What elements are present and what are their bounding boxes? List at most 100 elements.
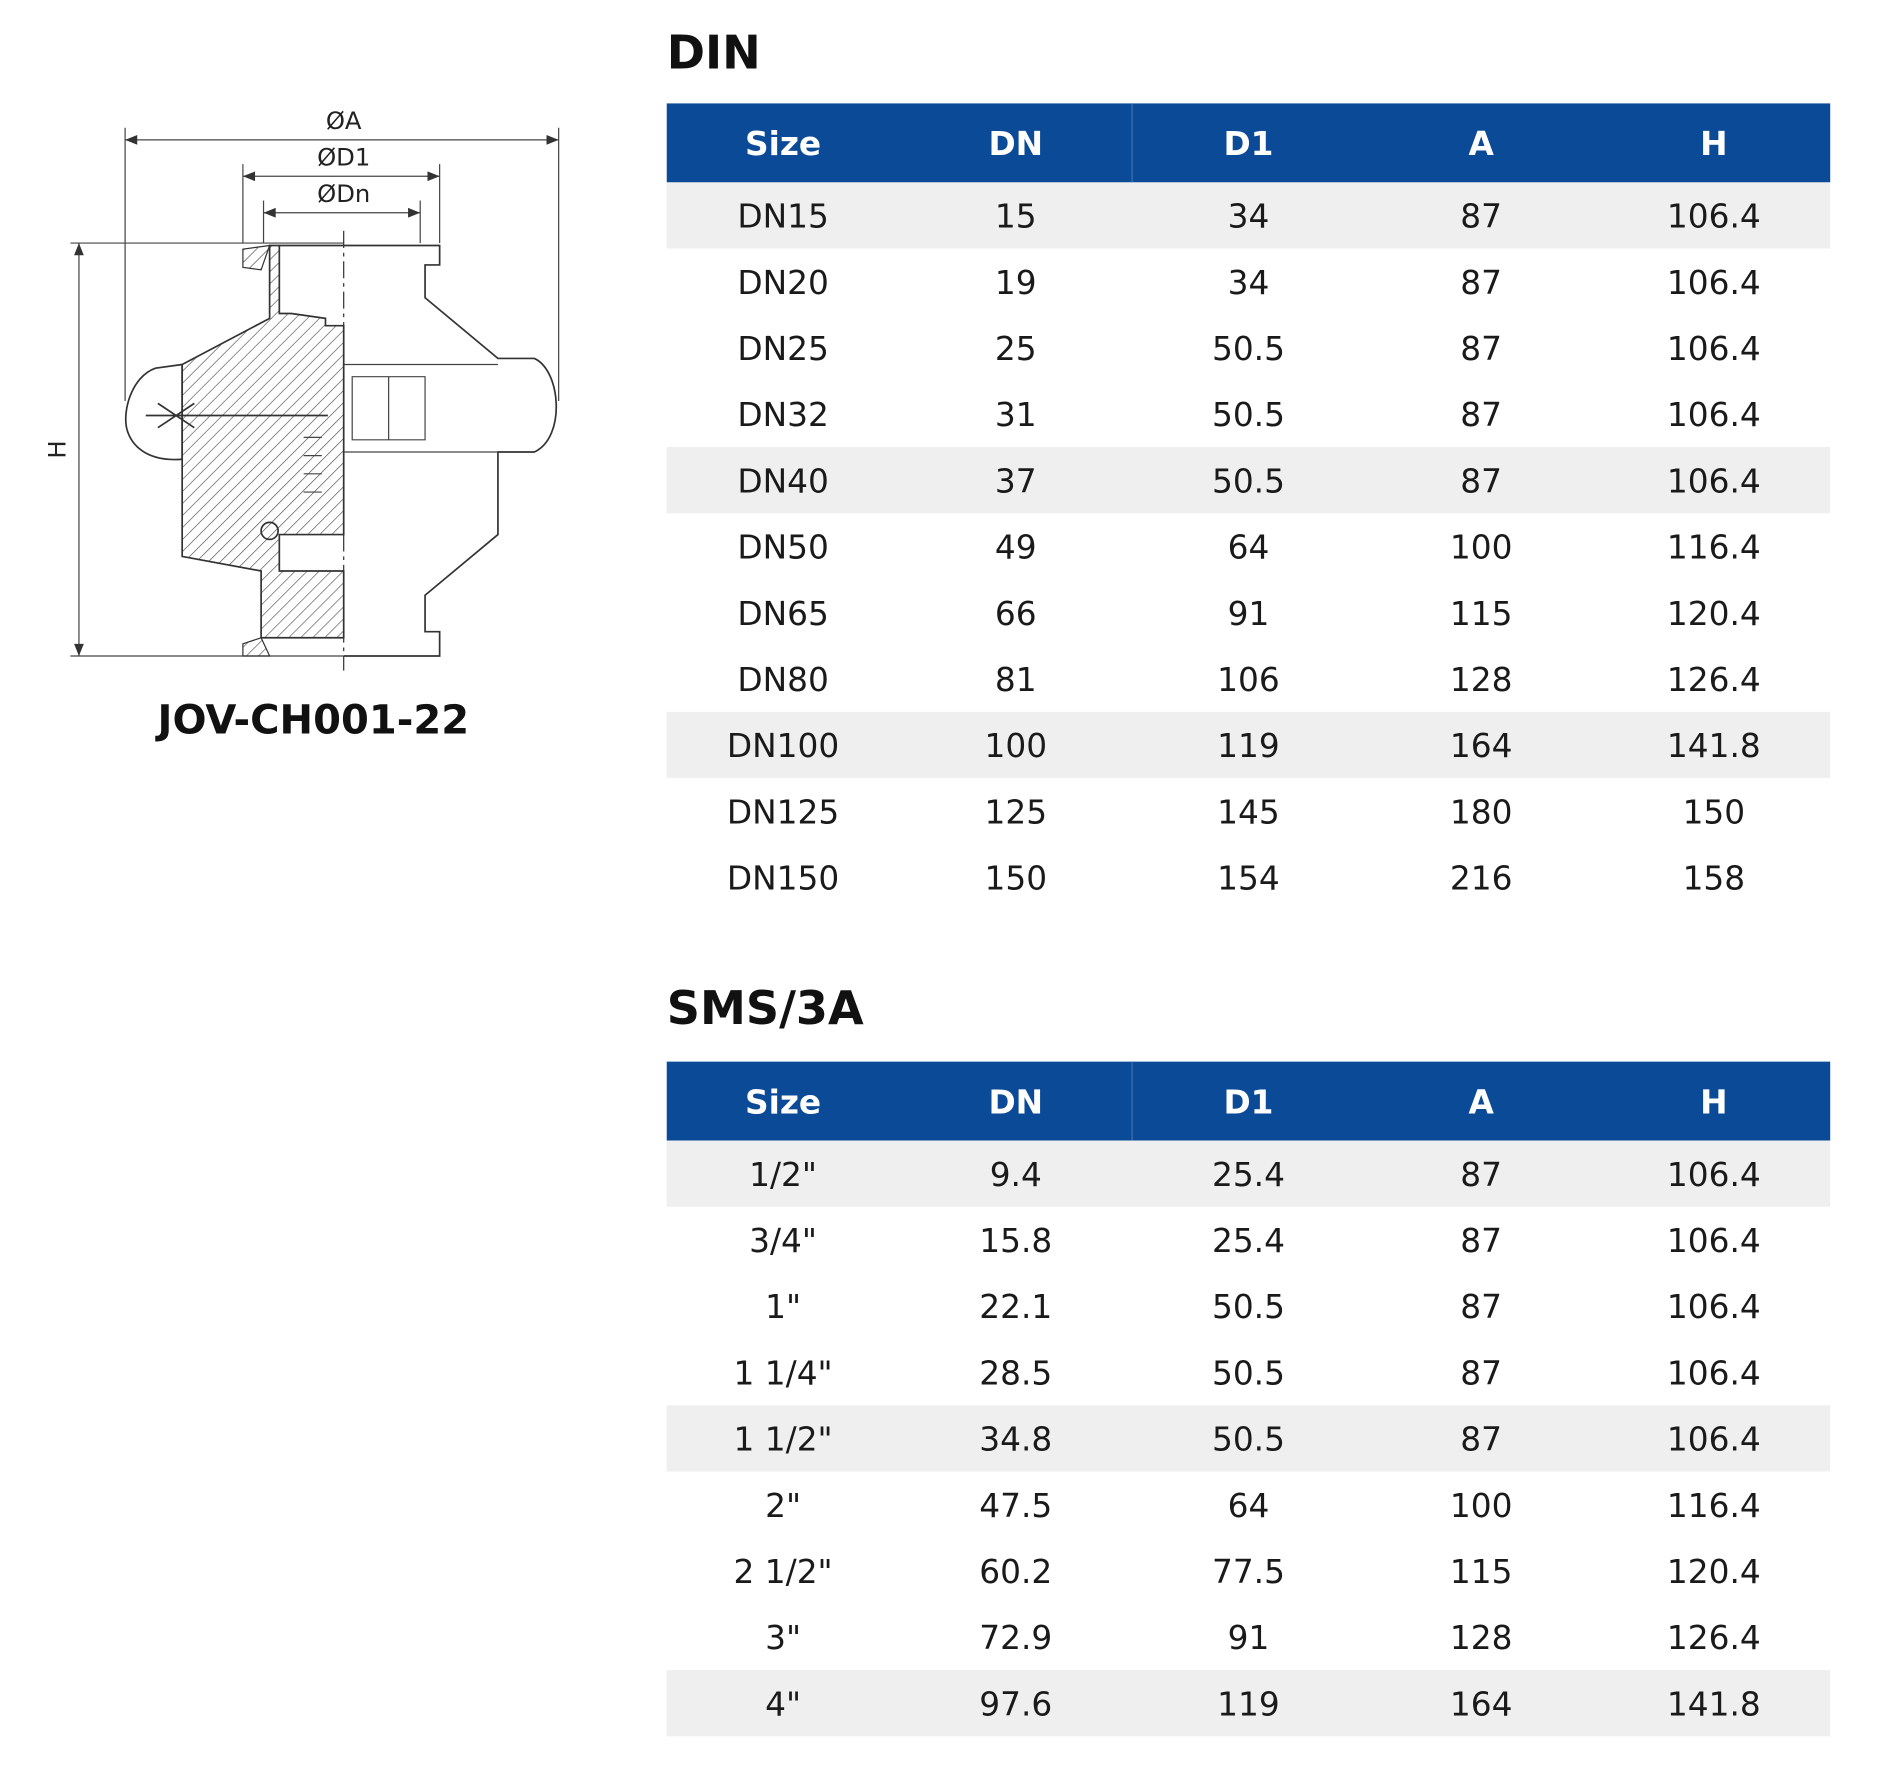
table-cell: 180 [1450,793,1513,831]
column-header: Size [745,1083,821,1121]
spec-table: SMS/3A Size DN D1 A H 1/2" 9.4 25.4 87 106.4 3/4" 15… [666,981,1831,1737]
column-header: DN [988,1083,1043,1121]
table-cell: 28.5 [979,1354,1052,1392]
table-cell: 119 [1217,1685,1280,1723]
table-cell: 91 [1228,1619,1270,1657]
table-cell: DN25 [737,330,828,368]
table-cell: 1" [765,1288,801,1326]
table-cell: 47.5 [979,1487,1052,1525]
table-cell: 25.4 [1212,1156,1285,1194]
table-cell: DN15 [737,198,828,236]
table-cell: 1 1/4" [734,1354,833,1392]
table-cell: 87 [1460,198,1502,236]
table-cell: 81 [995,661,1037,699]
table-cell: 116.4 [1667,1487,1761,1525]
table-cell: 106.4 [1667,396,1761,434]
table-cell: 87 [1460,330,1502,368]
column-header: H [1700,125,1727,163]
table-cell: 128 [1450,661,1513,699]
table-cell: 106.4 [1667,198,1761,236]
table-cell: 4" [765,1685,801,1723]
table-cell: 50.5 [1212,462,1285,500]
column-header: A [1468,1083,1494,1121]
table-cell: 120.4 [1667,595,1761,633]
table-cell: 125 [984,793,1047,831]
table-cell: 87 [1460,396,1502,434]
table-cell: 106.4 [1667,1354,1761,1392]
row-stripe [666,447,1831,514]
table-cell: 106.4 [1667,1222,1761,1260]
table-cell: 22.1 [979,1288,1052,1326]
column-header: D1 [1223,125,1273,163]
table-cell: 2" [765,1487,801,1525]
table-cell: 116.4 [1667,529,1761,567]
table-cell: 3/4" [749,1222,817,1260]
table-cell: DN40 [737,462,828,500]
column-header: DN [988,125,1043,163]
table-cell: 106.4 [1667,1288,1761,1326]
table-cell: 106.4 [1667,264,1761,302]
table-cell: 66 [995,595,1037,633]
table-cell: 87 [1460,462,1502,500]
table-cell: 154 [1217,860,1280,898]
table-cell: 150 [1683,793,1746,831]
table-cell: 158 [1683,860,1746,898]
row-stripe [666,1140,1831,1207]
table-cell: 115 [1450,595,1513,633]
table-header [666,1061,1831,1141]
row-stripe [666,182,1831,249]
table-cell: 100 [1450,529,1513,567]
table-cell: 126.4 [1667,1619,1761,1657]
table-cell: 37 [995,462,1037,500]
table-cell: 87 [1460,1354,1502,1392]
spec-table: DIN Size DN D1 A H DN15 15 34 87 106.4 DN20 19 34 87 10… [666,25,1831,898]
table-cell: 49 [995,529,1037,567]
tables: DIN Size DN D1 A H DN15 15 34 87 106.4 DN20 19 34 87 10… [666,25,1831,1737]
table-cell: 97.6 [979,1685,1052,1723]
table-cell: 106.4 [1667,330,1761,368]
table-cell: 77.5 [1212,1553,1285,1591]
column-header: A [1468,125,1494,163]
column-header: Size [745,125,821,163]
table-cell: 106.4 [1667,1421,1761,1459]
table-cell: 9.4 [990,1156,1042,1194]
table-cell: 119 [1217,727,1280,765]
table-cell: 91 [1228,595,1270,633]
table-cell: 87 [1460,1421,1502,1459]
table-cell: DN50 [737,529,828,567]
dim-label: H [43,440,72,458]
table-cell: DN150 [727,860,839,898]
dim-label: ØDn [317,179,370,208]
dim-label: ØD1 [317,142,370,171]
section-left [181,244,345,639]
section-right [343,244,558,657]
table-cell: 19 [995,264,1037,302]
table-cell: 100 [1450,1487,1513,1525]
table-cell: 50.5 [1212,330,1285,368]
table-cell: 1/2" [749,1156,817,1194]
table-cell: 25.4 [1212,1222,1285,1260]
table-cell: 126.4 [1667,661,1761,699]
table-cell: 87 [1460,1156,1502,1194]
table-cell: 64 [1228,529,1270,567]
table-cell: 128 [1450,1619,1513,1657]
table-cell: 31 [995,396,1037,434]
column-header: H [1700,1083,1727,1121]
table-cell: 100 [984,727,1047,765]
table-cell: 106.4 [1667,462,1761,500]
table-cell: 164 [1450,1685,1513,1723]
clamp [124,363,184,461]
body-detail [343,363,498,453]
ferrule [242,244,271,657]
row-stripe [666,711,1831,779]
row-stripe [666,1405,1831,1472]
table-cell: 34 [1228,198,1270,236]
model-name: JOV-CH001-22 [155,697,470,743]
stem [145,402,328,429]
table-cell: 64 [1228,1487,1270,1525]
dim-label: ØA [326,106,362,135]
table-cell: 106.4 [1667,1156,1761,1194]
table-cell: 15 [995,198,1037,236]
